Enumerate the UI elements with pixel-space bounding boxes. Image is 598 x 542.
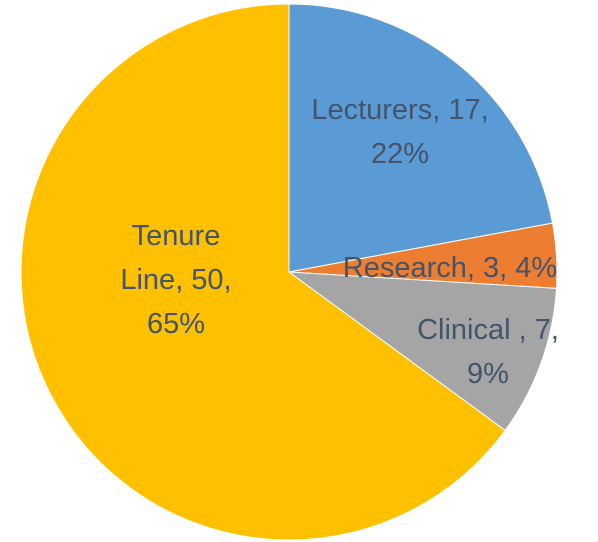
data-label: Tenure Line, 50, 65% <box>120 220 232 340</box>
pie-slice <box>287 271 558 432</box>
pie-slice <box>288 3 554 273</box>
data-label: Research, 3, 4% <box>342 252 558 284</box>
pie-slice <box>20 3 506 541</box>
data-label: Lecturers, 17, 22% <box>311 94 489 170</box>
data-label: Clinical , 7, 9% <box>417 314 559 390</box>
